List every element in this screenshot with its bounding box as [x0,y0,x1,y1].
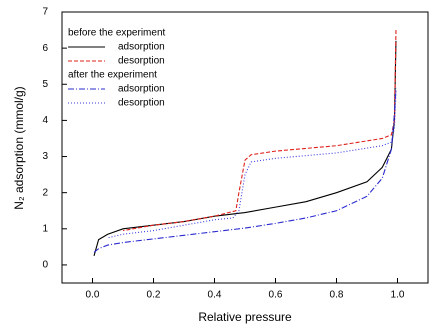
legend-label: adsorption [118,42,165,53]
y-tick-label: 3 [42,151,48,162]
y-tick-label: 1 [42,223,48,234]
data-line [93,87,397,253]
data-line [107,91,397,239]
y-tick-label: 4 [42,115,48,126]
legend-label: desorption [118,98,165,109]
legend-group-title: after the experiment [68,70,157,81]
y-tick-label: 5 [42,79,48,90]
x-tick-label: 0.2 [147,290,161,301]
x-axis-title: Relative pressure [198,310,292,324]
x-tick-label: 0.6 [269,290,283,301]
legend-label: desorption [118,56,165,67]
y-tick-label: 6 [42,43,48,54]
y-tick-label: 0 [42,260,48,271]
y-tick-label: 2 [42,187,48,198]
x-tick-label: 0.0 [86,290,100,301]
x-tick-label: 0.8 [330,290,344,301]
legend-group-title: before the experiment [68,28,166,39]
data-line [122,30,397,232]
legend-label: adsorption [118,84,165,95]
x-tick-label: 1.0 [391,290,405,301]
plot-frame [61,11,429,284]
y-tick-label: 7 [42,7,48,18]
x-tick-label: 0.4 [208,290,222,301]
data-line [93,40,397,257]
y-axis-title: N₂ adsorption (mmol/g) [12,86,26,209]
